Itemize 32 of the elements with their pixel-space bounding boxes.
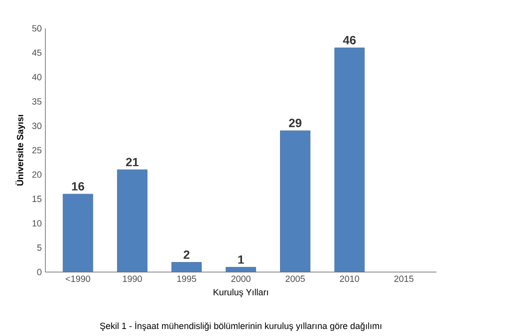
y-tick-label: 15 xyxy=(32,196,42,202)
bar xyxy=(117,170,148,272)
y-tick-label: 0 xyxy=(37,268,42,276)
data-label: 21 xyxy=(126,158,139,166)
y-tick-label: 5 xyxy=(37,244,42,251)
x-tick-label: 1990 xyxy=(122,276,142,282)
y-axis-title: Üniversite Sayısı xyxy=(16,115,26,186)
y-tick-label: 45 xyxy=(32,50,42,56)
text: Şekil 1 - İnşaat mühendisliği bölümlerinin kuruluş yıllarına göre dağılımı xyxy=(100,321,382,331)
bar xyxy=(334,48,365,272)
y-tick-label: 35 xyxy=(32,98,42,105)
bar xyxy=(280,130,310,272)
y-tick-label: 40 xyxy=(32,74,42,80)
x-tick-label: <1990 xyxy=(66,276,90,282)
x-tick-label: 2010 xyxy=(340,276,360,282)
y-tick-label: 30 xyxy=(32,122,42,130)
x-tick-label: 1995 xyxy=(177,276,196,282)
data-label: 16 xyxy=(72,182,84,191)
y-tick-label: 25 xyxy=(32,147,42,154)
bar xyxy=(62,194,94,272)
y-tick-label: 10 xyxy=(32,220,42,227)
y-tick-label: 20 xyxy=(32,171,42,178)
x-tick-label: 2005 xyxy=(286,276,305,282)
y-tick-label: 50 xyxy=(32,25,42,32)
data-label: 2 xyxy=(184,250,190,259)
x-tick-label: 2000 xyxy=(231,276,251,282)
x-tick-label: 2015 xyxy=(394,276,414,282)
bar xyxy=(172,262,202,272)
data-label: 1 xyxy=(238,256,244,264)
x-axis-title: Kuruluş Yılları xyxy=(214,288,268,298)
data-label: 29 xyxy=(288,118,302,128)
data-label: 46 xyxy=(343,36,356,44)
